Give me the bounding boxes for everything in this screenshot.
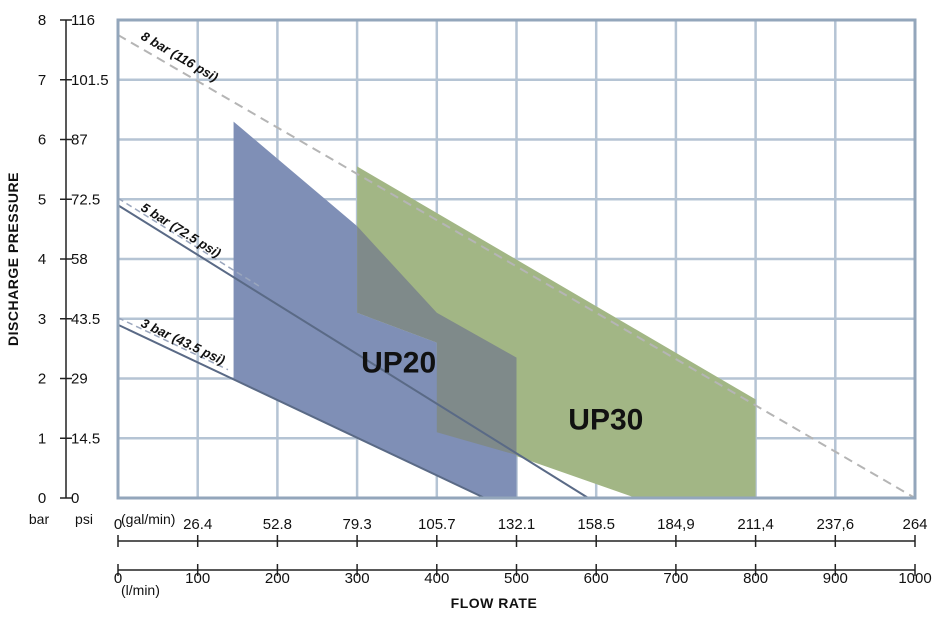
- y-tick-label-psi: 0: [71, 490, 79, 507]
- x-unit-lmin: (l/min): [121, 582, 160, 598]
- x-tick-label-gal: 264: [902, 516, 927, 533]
- x-tick-label-gal: 158.5: [577, 516, 615, 533]
- plot-frame: [116, 18, 917, 500]
- x-tick-label-gal: 26.4: [183, 516, 212, 533]
- y-tick-label-bar: 0: [38, 490, 46, 507]
- y-tick-label-psi: 14.5: [71, 430, 100, 447]
- x-tick-label-lmin: 800: [743, 570, 768, 587]
- pressure-curve-offset: [117, 317, 229, 371]
- y-tick-label-bar: 7: [38, 72, 46, 89]
- y-tick-label-bar: 3: [38, 311, 46, 328]
- x-tick-label-gal: 132.1: [498, 516, 536, 533]
- y-tick-label-psi: 116: [71, 12, 95, 29]
- x-tick-label-lmin: 600: [584, 570, 609, 587]
- x-tick-label-lmin: 1000: [898, 570, 931, 587]
- x-tick-label-gal: 79.3: [342, 516, 371, 533]
- pressure-curves: [117, 34, 916, 499]
- pressure-curve-line: [117, 204, 589, 499]
- y-unit-psi: psi: [75, 511, 93, 527]
- x-tick-label-lmin: 500: [504, 570, 529, 587]
- y-unit-bar: bar: [29, 511, 50, 527]
- x-tick-label-lmin: 900: [823, 570, 848, 587]
- y-tick-label-bar: 2: [38, 371, 46, 388]
- y-tick-label-psi: 72.5: [71, 191, 100, 208]
- y-axis-title: DISCHARGE PRESSURE: [5, 172, 21, 346]
- x-tick-label-gal: 105.7: [418, 516, 456, 533]
- y-axes: 0 1 2 3 4 5 6 7 8 0 14.5 29 43.5 58 72.5 87 101.5 116: [38, 12, 109, 507]
- x-tick-label-lmin: 200: [265, 570, 290, 587]
- up20-label: UP20: [361, 347, 436, 380]
- x-tick-label-lmin: 300: [345, 570, 370, 587]
- y-tick-label-psi: 58: [71, 251, 88, 268]
- x-axis-title: FLOW RATE: [451, 595, 538, 611]
- y-tick-label-psi: 43.5: [71, 311, 100, 328]
- x-tick-label-gal: 184,9: [657, 516, 695, 533]
- performance-areas: [233, 121, 756, 498]
- x-tick-label-lmin: 100: [185, 570, 210, 587]
- x-tick-label-lmin: 0: [114, 570, 122, 587]
- up30-label: UP30: [568, 403, 643, 436]
- overlap-region: [357, 226, 517, 455]
- x-unit-gal: (gal/min): [121, 511, 175, 527]
- y-tick-label-bar: 1: [38, 430, 46, 447]
- x-tick-label-gal: 52.8: [263, 516, 292, 533]
- curve-label: 5 bar (72.5 psi): [138, 200, 223, 261]
- x-tick-label-gal: 211,4: [737, 516, 773, 533]
- y-tick-label-bar: 8: [38, 12, 46, 29]
- curve-label: 8 bar (116 psi): [138, 28, 220, 84]
- x-tick-label-lmin: 700: [663, 570, 688, 587]
- x-tick-label-lmin: 400: [424, 570, 449, 587]
- x-tick-label-gal: 0: [114, 516, 122, 533]
- x-axes: 0 26.4 52.8 79.3 105.7 132.1 158.5 184,9 211,4 23…: [114, 516, 932, 587]
- y-tick-label-bar: 6: [38, 132, 46, 149]
- x-tick-label-gal: 237,6: [817, 516, 855, 533]
- y-tick-label-psi: 87: [71, 132, 88, 149]
- y-tick-label-psi: 29: [71, 371, 88, 388]
- y-tick-label-bar: 5: [38, 191, 46, 208]
- pressure-curve-line: [117, 34, 916, 499]
- y-tick-label-psi: 101.5: [71, 72, 109, 89]
- pressure-curve-offset: [117, 197, 260, 287]
- y-tick-label-bar: 4: [38, 251, 46, 268]
- pressure-curve-line: [117, 323, 486, 499]
